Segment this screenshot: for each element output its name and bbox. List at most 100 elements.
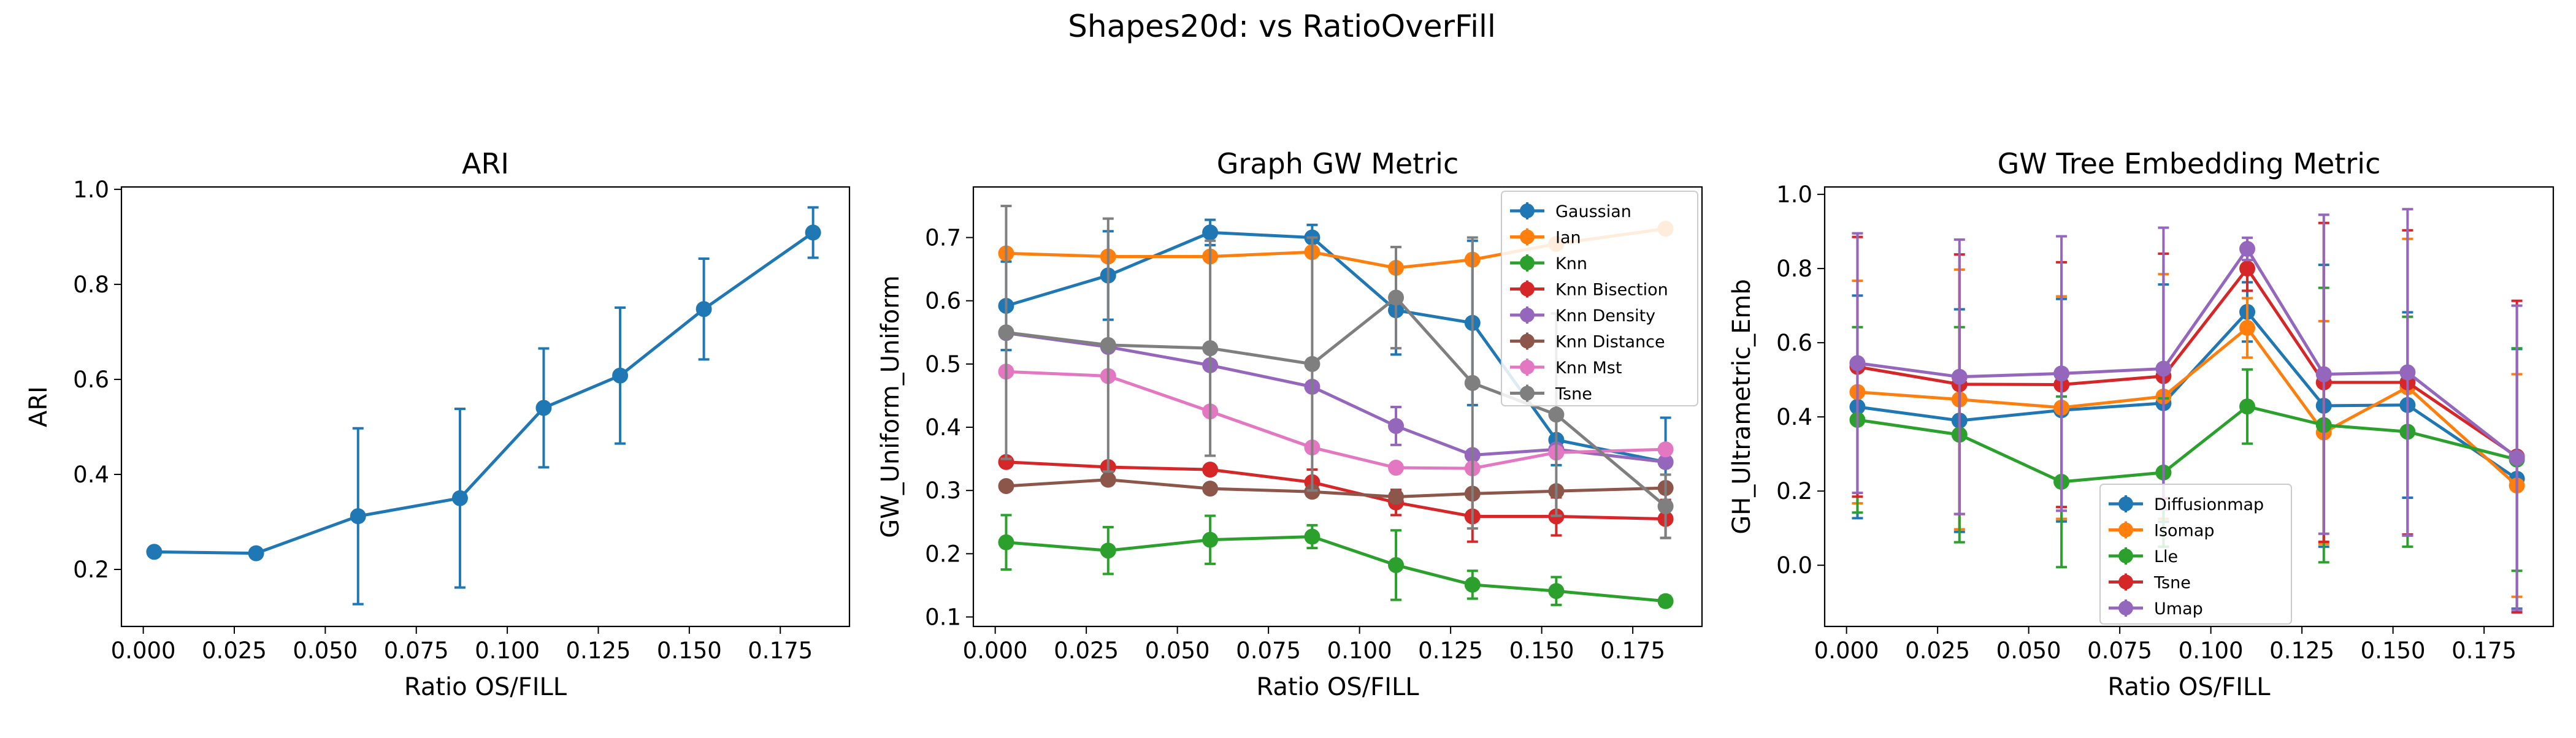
series-line bbox=[1006, 534, 1666, 603]
series-umap bbox=[1849, 208, 2525, 611]
legend-label: Knn bbox=[1555, 254, 1587, 273]
data-point bbox=[2239, 241, 2256, 257]
data-point bbox=[1202, 340, 1219, 357]
legend-item: Isomap bbox=[2109, 521, 2215, 541]
x-tick-label: 0.050 bbox=[1996, 637, 2061, 664]
data-point bbox=[998, 534, 1014, 550]
y-axis-label: ARI bbox=[25, 386, 53, 427]
panel-graph-gw-metric: Graph GW Metric 0.000 0.025 0.050 0.075 0.100… bbox=[876, 147, 1703, 701]
series-line bbox=[1006, 460, 1666, 521]
data-point bbox=[1202, 481, 1219, 497]
legend-item: Knn Density bbox=[1510, 306, 1655, 325]
legend-label: Knn Bisection bbox=[1555, 281, 1668, 300]
y-tick-label: 0.7 bbox=[925, 225, 961, 251]
y-tick-label: 0.8 bbox=[1776, 256, 1812, 282]
data-point bbox=[1548, 583, 1565, 599]
data-point bbox=[1951, 368, 1968, 385]
y-tick-label: 0.6 bbox=[1776, 330, 1812, 356]
legend-item: Ian bbox=[1510, 228, 1581, 248]
y-tick-label: 0.4 bbox=[1776, 404, 1812, 430]
series-main bbox=[146, 206, 821, 606]
panel-title: GW Tree Embedding Metric bbox=[1998, 147, 2381, 180]
data-point bbox=[1657, 498, 1674, 514]
legend-label: Ian bbox=[1555, 229, 1581, 248]
legend-marker bbox=[1520, 360, 1535, 375]
legend-marker bbox=[1520, 204, 1535, 218]
data-point bbox=[2315, 366, 2332, 382]
panel-gw-tree-embedding-metric: GW Tree Embedding Metric 0.000 0.025 0.050 0… bbox=[1728, 147, 2555, 701]
data-point bbox=[1388, 289, 1405, 306]
legend-marker bbox=[2118, 496, 2133, 511]
legend-marker bbox=[2118, 601, 2133, 615]
panel-title: Graph GW Metric bbox=[1217, 147, 1459, 180]
x-tick-label: 0.100 bbox=[475, 637, 540, 664]
legend-marker bbox=[1520, 386, 1535, 401]
series-knn-distance bbox=[998, 471, 1674, 505]
data-point bbox=[1304, 484, 1321, 500]
data-point bbox=[350, 508, 366, 525]
series-knn-bisection bbox=[998, 454, 1674, 543]
data-point bbox=[1388, 460, 1405, 476]
panel-ari: ARI 0.000 0.025 0.050 0.075 0.100 0.125 0.150 0.… bbox=[25, 147, 851, 701]
data-point bbox=[1100, 337, 1116, 353]
legend-marker bbox=[2118, 574, 2133, 590]
series-line bbox=[154, 231, 815, 555]
series-line bbox=[1005, 230, 1666, 464]
x-tick-label: 0.075 bbox=[1236, 637, 1301, 664]
data-point bbox=[1388, 417, 1405, 434]
legend: Diffusionmap Isomap Lle Tsne Umap bbox=[2099, 484, 2292, 625]
plot-frame bbox=[972, 186, 1703, 628]
legend-item: Tsne bbox=[1510, 384, 1592, 404]
y-tick-label: 1.0 bbox=[1776, 181, 1812, 208]
x-tick-label: 0.075 bbox=[384, 637, 449, 664]
y-tick-label: 0.4 bbox=[73, 462, 109, 488]
data-point bbox=[998, 324, 1014, 341]
data-point bbox=[1849, 355, 1866, 371]
x-tick-label: 0.150 bbox=[1509, 637, 1574, 664]
y-tick-label: 0.5 bbox=[925, 351, 961, 378]
legend-item: Gaussian bbox=[1510, 202, 1631, 221]
x-tick-label: 0.175 bbox=[748, 637, 813, 664]
x-tick-label: 0.025 bbox=[202, 637, 267, 664]
legend-marker bbox=[1520, 333, 1535, 349]
legend-label: Knn Distance bbox=[1555, 333, 1665, 352]
panel-title: ARI bbox=[462, 147, 509, 180]
data-point bbox=[1202, 224, 1219, 241]
x-tick-label: 0.175 bbox=[1600, 637, 1665, 664]
data-point bbox=[1657, 593, 1674, 609]
data-point bbox=[1464, 375, 1481, 391]
legend-marker bbox=[1520, 281, 1535, 297]
series-tsne bbox=[998, 204, 1674, 539]
x-tick-label: 0.000 bbox=[111, 637, 176, 664]
legend-item: Knn Bisection bbox=[1510, 280, 1668, 300]
x-axis-label: Ratio OS/FILL bbox=[404, 673, 567, 701]
y-tick-label: 0.6 bbox=[925, 288, 961, 314]
data-point bbox=[1464, 576, 1481, 593]
legend-item: Lle bbox=[2109, 547, 2178, 566]
x-axis-label: Ratio OS/FILL bbox=[1256, 673, 1419, 701]
data-point bbox=[1304, 356, 1321, 372]
legend-label: Tsne bbox=[1555, 385, 1592, 404]
data-point bbox=[2239, 398, 2256, 415]
y-tick-label: 0.6 bbox=[73, 367, 109, 393]
data-point bbox=[1657, 454, 1674, 470]
y-tick-label: 0.2 bbox=[925, 541, 961, 567]
y-tick-label: 0.3 bbox=[925, 477, 961, 504]
series-line bbox=[1006, 295, 1667, 508]
x-tick-label: 0.025 bbox=[1054, 637, 1119, 664]
data-point bbox=[998, 477, 1014, 494]
series-line bbox=[1857, 246, 2518, 459]
x-tick-label: 0.100 bbox=[1327, 637, 1392, 664]
data-point bbox=[696, 301, 712, 318]
data-point bbox=[146, 544, 163, 560]
legend-label: Tsne bbox=[2153, 574, 2191, 593]
y-tick-label: 0.2 bbox=[73, 557, 109, 583]
legend: Gaussian Ian Knn Knn Bisection Knn Density Kn… bbox=[1501, 191, 1698, 406]
y-tick-label: 1.0 bbox=[73, 177, 109, 203]
series-line bbox=[1857, 325, 2518, 487]
series-line bbox=[1006, 370, 1666, 470]
data-point bbox=[1657, 441, 1674, 458]
series-line bbox=[1006, 478, 1666, 499]
